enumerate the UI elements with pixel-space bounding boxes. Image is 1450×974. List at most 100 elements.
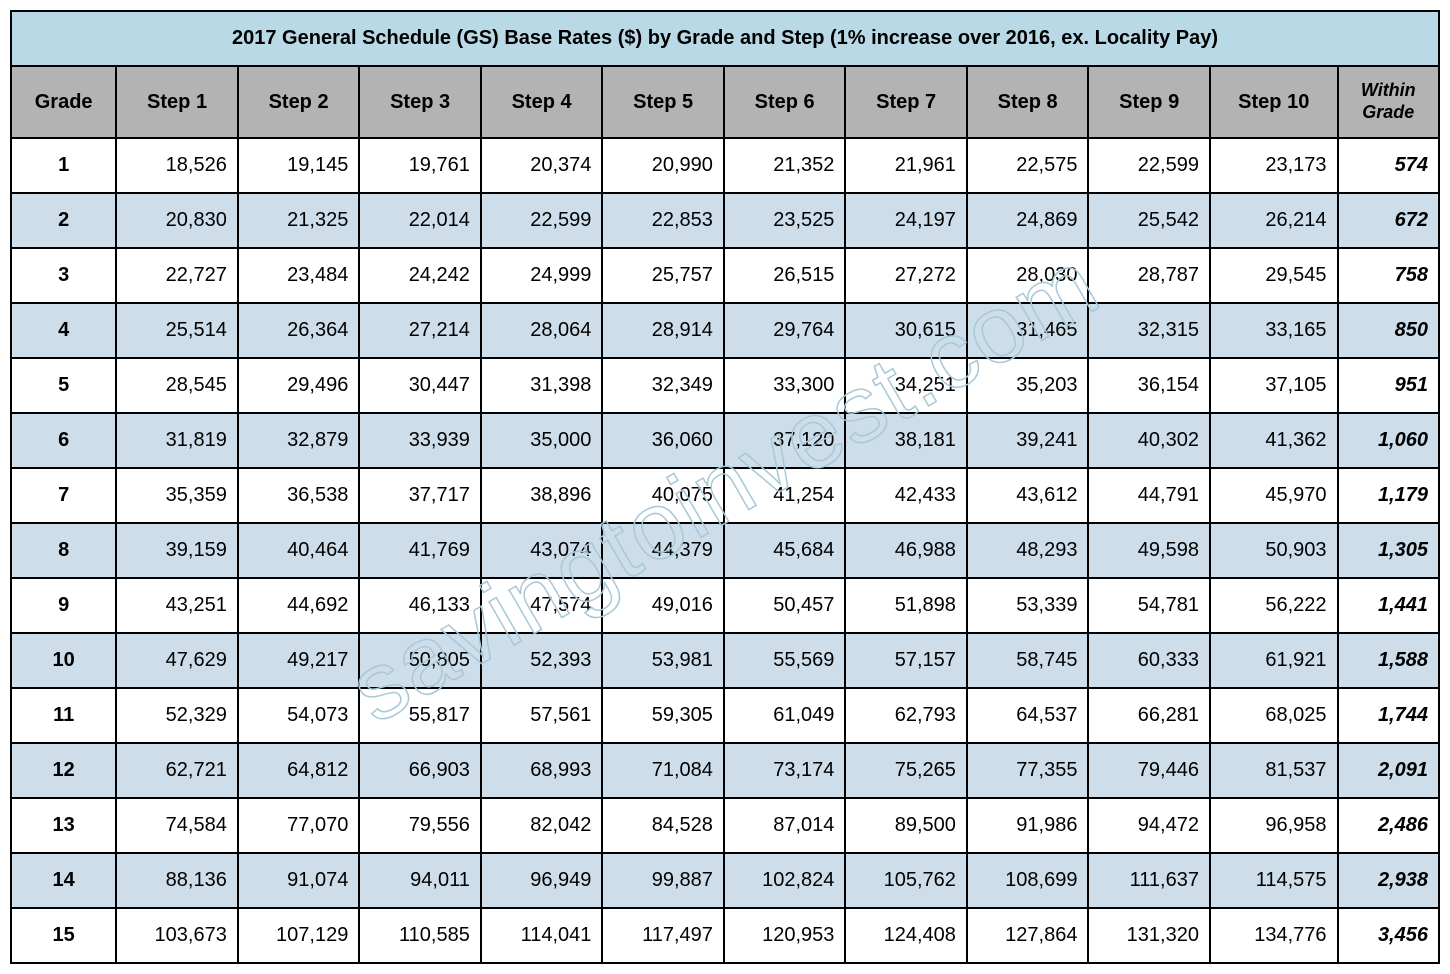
column-header: Step 6 (724, 66, 846, 138)
value-cell: 42,433 (845, 468, 967, 523)
grade-cell: 1 (11, 138, 116, 193)
value-cell: 79,556 (359, 798, 481, 853)
table-title: 2017 General Schedule (GS) Base Rates ($… (11, 11, 1439, 66)
within-grade-cell: 951 (1338, 358, 1439, 413)
table-row: 1152,32954,07355,81757,56159,30561,04962… (11, 688, 1439, 743)
column-header: Step 2 (238, 66, 360, 138)
value-cell: 24,197 (845, 193, 967, 248)
table-row: 839,15940,46441,76943,07444,37945,68446,… (11, 523, 1439, 578)
value-cell: 24,999 (481, 248, 603, 303)
within-grade-cell: 1,588 (1338, 633, 1439, 688)
value-cell: 32,879 (238, 413, 360, 468)
within-grade-cell: 2,486 (1338, 798, 1439, 853)
value-cell: 55,569 (724, 633, 846, 688)
value-cell: 96,958 (1210, 798, 1338, 853)
column-header: Step 10 (1210, 66, 1338, 138)
value-cell: 49,016 (602, 578, 724, 633)
value-cell: 18,526 (116, 138, 238, 193)
column-header: Step 7 (845, 66, 967, 138)
value-cell: 46,988 (845, 523, 967, 578)
value-cell: 91,074 (238, 853, 360, 908)
grade-cell: 14 (11, 853, 116, 908)
value-cell: 22,853 (602, 193, 724, 248)
grade-cell: 4 (11, 303, 116, 358)
table-row: 425,51426,36427,21428,06428,91429,76430,… (11, 303, 1439, 358)
value-cell: 94,011 (359, 853, 481, 908)
value-cell: 68,025 (1210, 688, 1338, 743)
value-cell: 102,824 (724, 853, 846, 908)
value-cell: 117,497 (602, 908, 724, 963)
value-cell: 79,446 (1088, 743, 1210, 798)
within-grade-cell: 672 (1338, 193, 1439, 248)
table-row: 1488,13691,07494,01196,94999,887102,8241… (11, 853, 1439, 908)
grade-cell: 6 (11, 413, 116, 468)
value-cell: 44,692 (238, 578, 360, 633)
value-cell: 89,500 (845, 798, 967, 853)
table-row: 631,81932,87933,93935,00036,06037,12038,… (11, 413, 1439, 468)
value-cell: 24,242 (359, 248, 481, 303)
value-cell: 33,939 (359, 413, 481, 468)
value-cell: 23,525 (724, 193, 846, 248)
value-cell: 111,637 (1088, 853, 1210, 908)
value-cell: 31,398 (481, 358, 603, 413)
value-cell: 28,787 (1088, 248, 1210, 303)
value-cell: 82,042 (481, 798, 603, 853)
value-cell: 33,300 (724, 358, 846, 413)
grade-cell: 8 (11, 523, 116, 578)
header-row: GradeStep 1Step 2Step 3Step 4Step 5Step … (11, 66, 1439, 138)
value-cell: 124,408 (845, 908, 967, 963)
value-cell: 87,014 (724, 798, 846, 853)
value-cell: 35,203 (967, 358, 1089, 413)
within-grade-cell: 1,744 (1338, 688, 1439, 743)
value-cell: 23,173 (1210, 138, 1338, 193)
value-cell: 74,584 (116, 798, 238, 853)
value-cell: 30,615 (845, 303, 967, 358)
grade-cell: 13 (11, 798, 116, 853)
value-cell: 50,457 (724, 578, 846, 633)
value-cell: 27,214 (359, 303, 481, 358)
within-grade-cell: 1,305 (1338, 523, 1439, 578)
within-grade-cell: 574 (1338, 138, 1439, 193)
value-cell: 40,302 (1088, 413, 1210, 468)
column-header: Step 8 (967, 66, 1089, 138)
gs-table-container: 2017 General Schedule (GS) Base Rates ($… (10, 10, 1440, 964)
column-header: Grade (11, 66, 116, 138)
table-row: 1047,62949,21750,80552,39353,98155,56957… (11, 633, 1439, 688)
column-header: Step 5 (602, 66, 724, 138)
value-cell: 45,684 (724, 523, 846, 578)
within-grade-cell: 2,938 (1338, 853, 1439, 908)
value-cell: 77,355 (967, 743, 1089, 798)
value-cell: 40,075 (602, 468, 724, 523)
value-cell: 19,761 (359, 138, 481, 193)
value-cell: 105,762 (845, 853, 967, 908)
value-cell: 103,673 (116, 908, 238, 963)
value-cell: 48,293 (967, 523, 1089, 578)
value-cell: 46,133 (359, 578, 481, 633)
value-cell: 43,251 (116, 578, 238, 633)
value-cell: 114,041 (481, 908, 603, 963)
value-cell: 26,515 (724, 248, 846, 303)
value-cell: 29,496 (238, 358, 360, 413)
column-header: Step 3 (359, 66, 481, 138)
within-grade-cell: 1,060 (1338, 413, 1439, 468)
grade-cell: 2 (11, 193, 116, 248)
value-cell: 120,953 (724, 908, 846, 963)
value-cell: 62,793 (845, 688, 967, 743)
value-cell: 108,699 (967, 853, 1089, 908)
value-cell: 38,896 (481, 468, 603, 523)
value-cell: 73,174 (724, 743, 846, 798)
value-cell: 68,993 (481, 743, 603, 798)
value-cell: 60,333 (1088, 633, 1210, 688)
value-cell: 26,214 (1210, 193, 1338, 248)
within-grade-cell: 850 (1338, 303, 1439, 358)
value-cell: 127,864 (967, 908, 1089, 963)
value-cell: 21,352 (724, 138, 846, 193)
value-cell: 64,812 (238, 743, 360, 798)
within-grade-cell: 1,179 (1338, 468, 1439, 523)
value-cell: 81,537 (1210, 743, 1338, 798)
value-cell: 25,542 (1088, 193, 1210, 248)
value-cell: 34,251 (845, 358, 967, 413)
grade-cell: 9 (11, 578, 116, 633)
value-cell: 25,514 (116, 303, 238, 358)
value-cell: 49,217 (238, 633, 360, 688)
